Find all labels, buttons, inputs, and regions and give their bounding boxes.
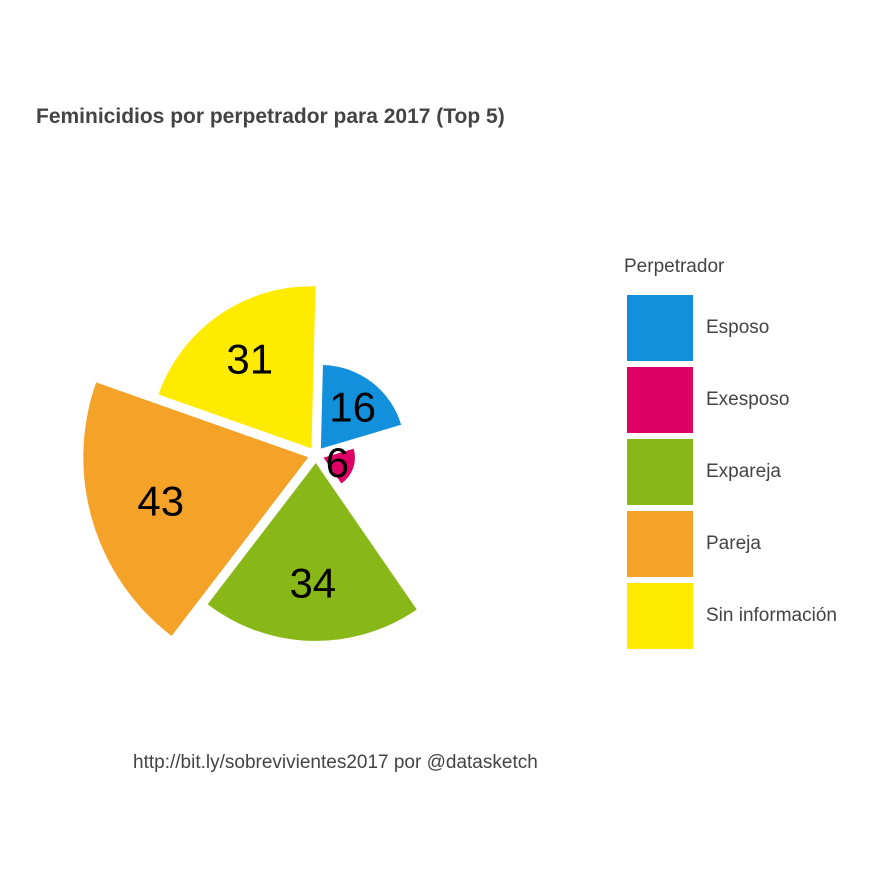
chart-caption: http://bit.ly/sobrevivientes2017 por @da… [133,752,538,773]
legend-item-sin-informacion: Sin información [624,580,837,652]
slice-expareja [207,462,417,641]
legend-item-esposo: Esposo [624,292,837,364]
legend-item-expareja: Expareja [624,436,837,508]
slice-label-sin-informacion: 31 [226,335,273,382]
legend-swatch [627,511,693,577]
legend-swatch [627,583,693,649]
slice-label-expareja: 34 [289,560,336,607]
legend-swatch [627,439,693,505]
legend-label: Esposo [706,317,770,338]
legend-label: Pareja [706,533,761,554]
legend: Perpetrador Esposo Exesposo Expareja Par… [624,256,837,652]
slice-sin-informacion [158,286,316,449]
slice-exesposo [323,448,355,484]
chart-title: Feminicidios por perpetrador para 2017 (… [36,105,505,128]
legend-swatch [627,295,693,361]
legend-swatch [627,367,693,433]
slice-label-esposo: 16 [329,384,376,431]
legend-label: Exesposo [706,389,790,410]
legend-label: Expareja [706,461,781,482]
slice-label-exesposo: 6 [326,439,349,486]
slice-esposo [320,364,402,449]
legend-label: Sin información [706,605,837,626]
legend-item-exesposo: Exesposo [624,364,837,436]
legend-item-pareja: Pareja [624,508,837,580]
legend-title: Perpetrador [624,256,725,277]
slice-label-pareja: 43 [137,478,184,525]
slice-pareja [83,382,309,636]
